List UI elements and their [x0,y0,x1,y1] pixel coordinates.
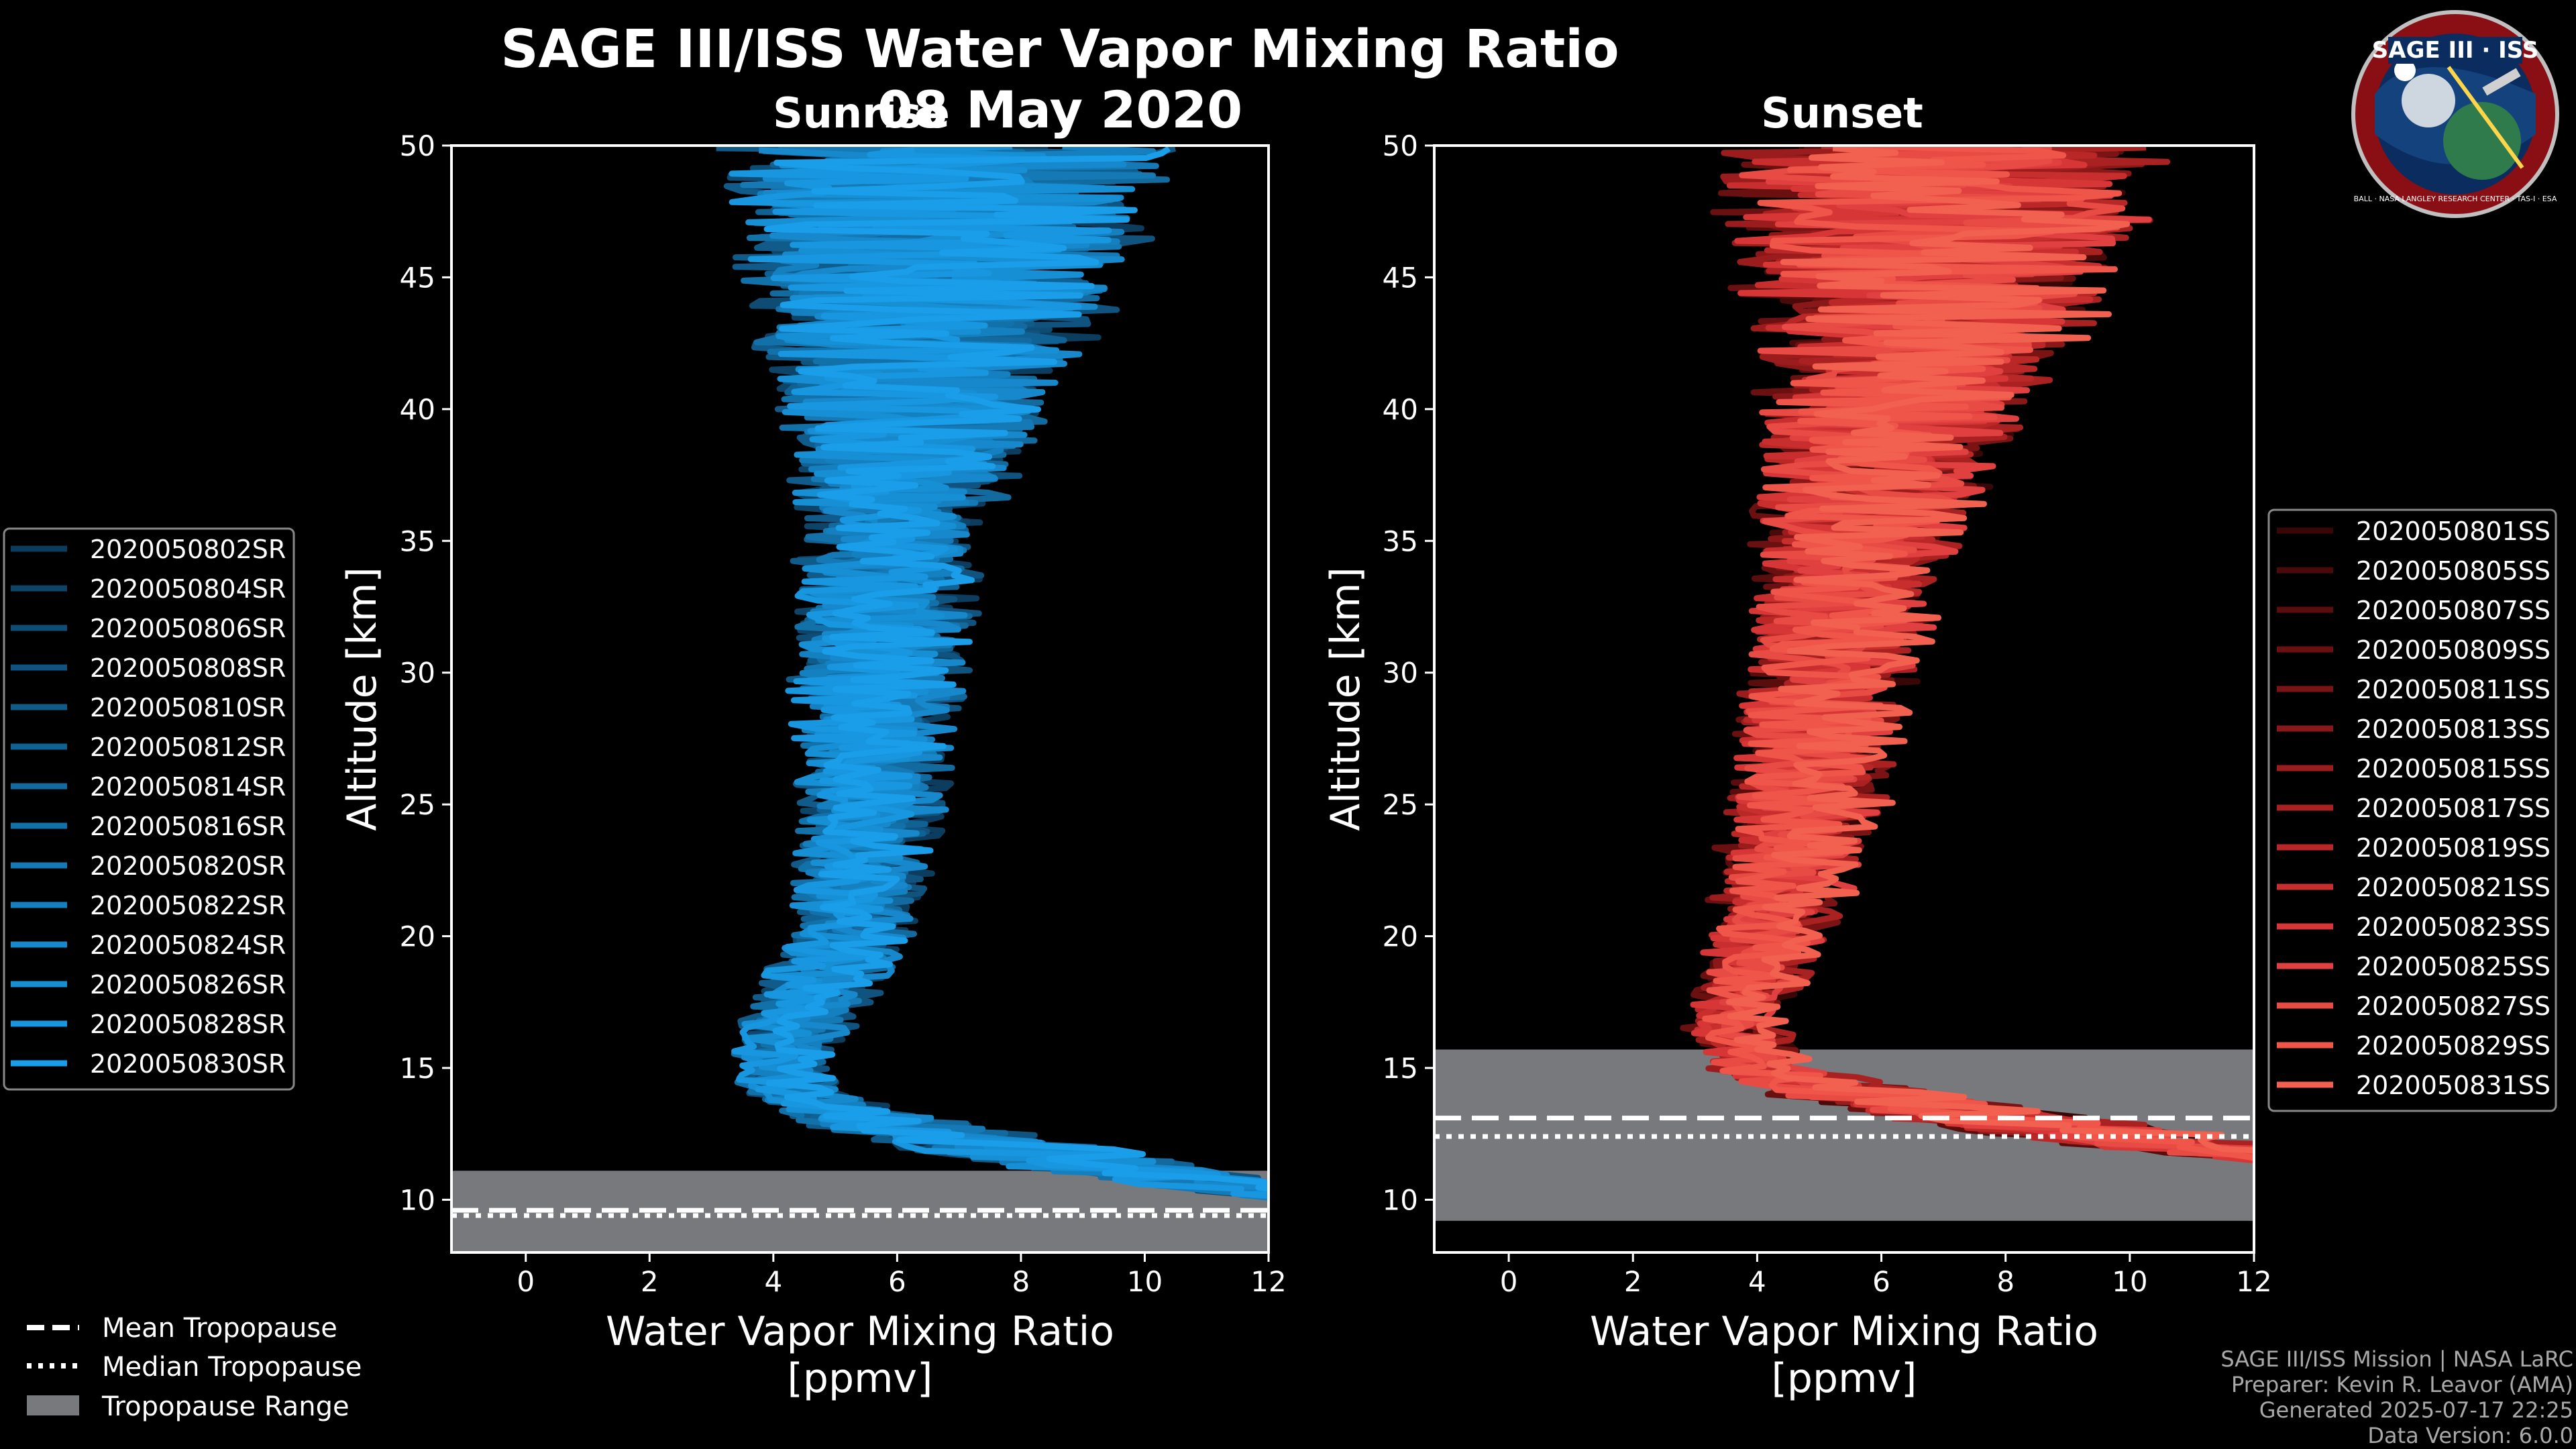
chart-title: SAGE III/ISS Water Vapor Mixing Ratio [500,19,1619,80]
y-tick-label: 10 [1383,1183,1418,1216]
sunset-subtitle: Sunset [1761,89,1923,138]
logo-title: SAGE III · ISS [2372,37,2538,64]
sunrise-plot: 0 2 4 6 8 10 12 10 15 20 25 30 35 40 45 50 Altitude [km… [339,129,1287,1402]
sunrise-subtitle: Sunrise [773,89,950,138]
y-tick-label: 15 [400,1052,435,1085]
sunrise-plot-frame [450,144,1270,1254]
legend-label: 2020050812SR [90,733,286,762]
y-tick-label: 25 [400,788,435,821]
legend-label: 2020050826SR [90,970,286,1000]
y-tick-label: 45 [400,261,435,294]
x-tick-label: 12 [2236,1265,2271,1298]
y-tick-label: 30 [1383,657,1418,690]
credit-line: Generated 2025-07-17 22:25 [2259,1397,2573,1423]
sage-iii-iss-logo: SAGE III · ISS BALL · NASA LANGLEY RESEA… [2351,10,2559,218]
sunset-xlabel-line2: [ppmv] [1772,1355,1917,1402]
y-tick-label: 40 [1383,393,1418,426]
tropopause-range-label: Tropopause Range [101,1391,350,1422]
logo-ring-text: BALL · NASA LANGLEY RESEARCH CENTER · TA… [2354,195,2557,203]
x-tick-label: 4 [764,1265,782,1298]
legend-label: 2020050830SR [90,1049,286,1079]
x-tick-label: 4 [1748,1265,1766,1298]
sunrise-legend: 2020050802SR 2020050804SR 2020050806SR 2020… [3,527,295,1091]
legend-label: 2020050827SS [2356,991,2551,1021]
x-tick-label: 10 [2112,1265,2147,1298]
legend-label: 2020050819SS [2356,833,2551,863]
legend-label: 2020050801SS [2356,517,2551,546]
y-tick-label: 50 [1383,129,1418,162]
x-tick-label: 2 [641,1265,659,1298]
sunset-plot-frame [1433,144,2255,1254]
legend-label: 2020050806SR [90,614,286,643]
median-tropopause-label: Median Tropopause [102,1352,362,1383]
credit-line: Preparer: Kevin R. Leavor (AMA) [2231,1372,2573,1397]
credit-line: Data Version: 6.0.0 [2367,1423,2573,1448]
legend-label: 2020050823SS [2356,912,2551,942]
sunset-plot: 0 2 4 6 8 10 12 10 15 20 25 30 35 40 45 50 Altitude [km… [1322,129,2272,1402]
sunset-ylabel: Altitude [km] [1322,567,1369,831]
x-tick-label: 8 [1996,1265,2015,1298]
legend-label: 2020050809SS [2356,635,2551,665]
tropopause-range-swatch [27,1395,79,1415]
profile-line [1725,146,2254,1154]
y-tick-label: 40 [400,393,435,426]
x-tick-label: 8 [1012,1265,1030,1298]
y-tick-label: 35 [400,525,435,557]
x-tick-label: 0 [517,1265,535,1298]
tropopause-legend: Mean Tropopause Median Tropopause Tropop… [27,1313,362,1422]
legend-label: 2020050828SR [90,1010,286,1039]
y-tick-label: 35 [1383,525,1418,557]
x-tick-label: 12 [1250,1265,1286,1298]
legend-label: 2020050802SR [90,535,286,564]
legend-label: 2020050810SR [90,693,286,722]
mean-tropopause-label: Mean Tropopause [102,1313,337,1344]
credits: SAGE III/ISS Mission | NASA LaRC Prepare… [2220,1346,2573,1448]
legend-label: 2020050817SS [2356,794,2551,823]
credit-line: SAGE III/ISS Mission | NASA LaRC [2220,1346,2573,1372]
legend-label: 2020050807SS [2356,596,2551,625]
x-tick-label: 10 [1127,1265,1163,1298]
legend-label: 2020050811SS [2356,675,2551,704]
legend-label: 2020050816SR [90,812,286,841]
chart-date: 08 May 2020 [877,80,1242,140]
legend-label: 2020050815SS [2356,754,2551,784]
y-tick-label: 20 [400,920,435,953]
sunrise-xlabel-line2: [ppmv] [788,1355,933,1402]
x-tick-label: 2 [1624,1265,1642,1298]
legend-label: 2020050814SR [90,772,286,802]
legend-label: 2020050820SR [90,851,286,881]
legend-label: 2020050821SS [2356,873,2551,902]
sunrise-ylabel: Altitude [km] [339,567,386,831]
legend-label: 2020050808SR [90,653,286,683]
legend-label: 2020050813SS [2356,714,2551,744]
sunrise-xlabel-line1: Water Vapor Mixing Ratio [606,1308,1114,1355]
y-tick-label: 45 [1383,261,1418,294]
x-tick-label: 6 [888,1265,906,1298]
y-tick-label: 20 [1383,920,1418,953]
legend-label: 2020050824SR [90,930,286,960]
sunset-legend: 2020050801SS 2020050805SS 2020050807SS 2020… [2267,508,2557,1112]
sunset-xlabel-line1: Water Vapor Mixing Ratio [1590,1308,2098,1355]
y-tick-label: 25 [1383,788,1418,821]
legend-label: 2020050829SS [2356,1031,2551,1061]
y-tick-label: 50 [400,129,435,162]
legend-label: 2020050822SR [90,891,286,920]
y-tick-label: 15 [1383,1052,1418,1085]
legend-label: 2020050805SS [2356,556,2551,586]
profile-line [763,146,1269,1192]
x-tick-label: 0 [1500,1265,1518,1298]
x-tick-label: 6 [1872,1265,1890,1298]
legend-label: 2020050804SR [90,574,286,604]
y-tick-label: 30 [400,657,435,690]
legend-label: 2020050831SS [2356,1071,2551,1100]
legend-label: 2020050825SS [2356,952,2551,981]
y-tick-label: 10 [400,1183,435,1216]
